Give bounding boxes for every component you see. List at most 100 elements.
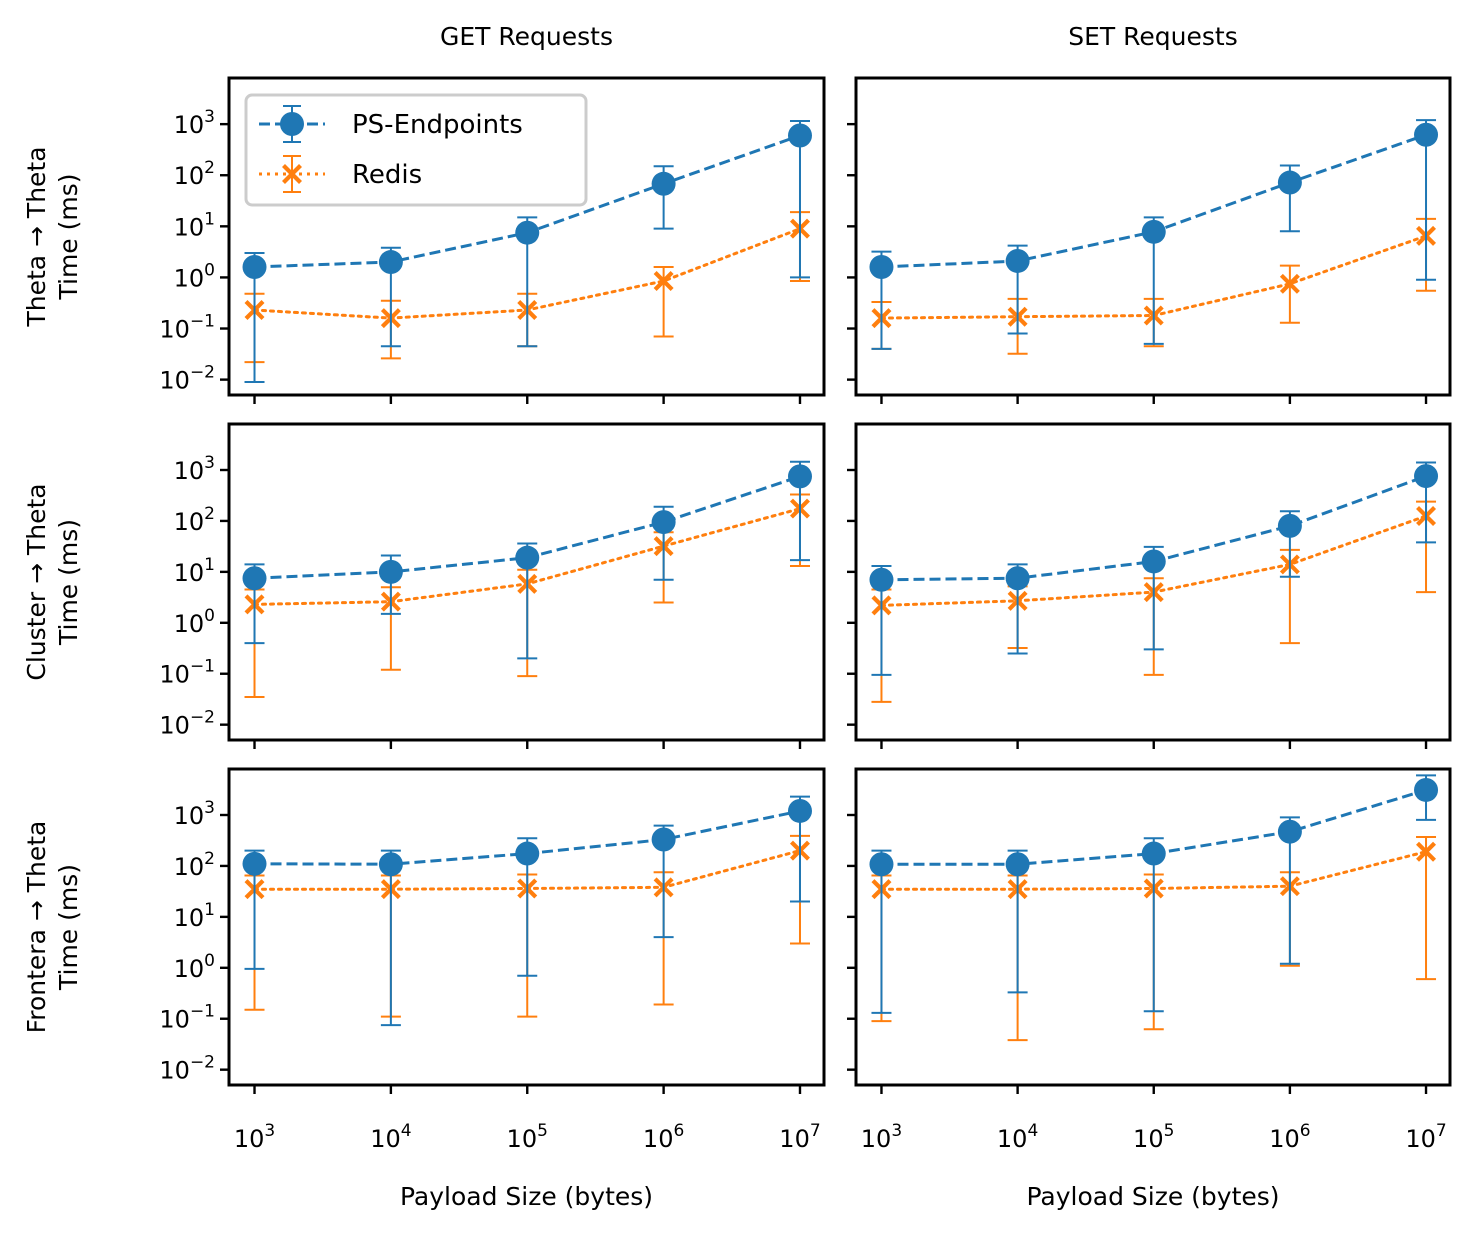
tick-base: 10: [174, 264, 205, 292]
y-tick-label: 102: [174, 158, 215, 190]
series-ps-endpoints: [869, 119, 1439, 350]
panel-frame: [854, 767, 1452, 1087]
data-point: [1414, 464, 1439, 489]
tick-exponent: 7: [1436, 1121, 1447, 1141]
panel-frame: [227, 422, 826, 742]
panel-frame: [227, 767, 826, 1087]
panel-2-1: 103 104 105 106 107: [847, 767, 1452, 1153]
data-point: [515, 220, 540, 245]
legend-item: PS-Endpoints: [259, 105, 523, 143]
data-point: [1141, 549, 1166, 574]
tick-base: 10: [174, 213, 205, 241]
data-point: [1005, 852, 1030, 877]
series-ps-endpoints: [242, 795, 812, 1027]
series-ps-endpoints: [242, 460, 812, 660]
tick-base: 10: [174, 904, 205, 932]
data-point: [515, 841, 540, 866]
y-tick-label: 103: [174, 798, 215, 830]
data-point: [242, 851, 267, 876]
tick-exponent: 1: [204, 900, 215, 920]
tick-exponent: 4: [1027, 1121, 1038, 1141]
series-ps-endpoints: [869, 461, 1439, 676]
column-title: GET Requests: [440, 22, 613, 51]
tick-exponent: −2: [190, 708, 215, 728]
y-tick-label: 100: [174, 606, 215, 638]
x-tick-label: 104: [997, 1121, 1038, 1153]
tick-exponent: −1: [190, 1002, 215, 1022]
tick-base: 10: [174, 802, 205, 830]
plot-area: [869, 461, 1439, 703]
data-point: [869, 254, 894, 279]
column-title: SET Requests: [1068, 22, 1237, 51]
data-point: [378, 852, 403, 877]
tick-exponent: 0: [204, 260, 215, 280]
tick-base: 10: [779, 1125, 810, 1153]
tick-base: 10: [174, 610, 205, 638]
data-point: [242, 254, 267, 279]
tick-base: 10: [370, 1125, 401, 1153]
panel-frame: [227, 76, 826, 397]
data-point: [1005, 248, 1030, 273]
data-point: [787, 798, 812, 823]
data-point: [1005, 566, 1030, 591]
y-tick-label: 100: [174, 260, 215, 292]
data-point: [1277, 819, 1302, 844]
data-point: [1416, 841, 1437, 862]
data-point: [1414, 122, 1439, 147]
y-tick-label: 101: [174, 209, 215, 241]
y-tick-label: 10−2: [159, 363, 215, 395]
x-tick-label: 106: [1269, 1121, 1310, 1153]
row-ylabel: Frontera → Theta Time (ms): [22, 821, 83, 1034]
data-point: [1414, 777, 1439, 802]
x-tick-label: 104: [370, 1121, 411, 1153]
tick-exponent: −2: [190, 1053, 215, 1073]
data-point: [1141, 841, 1166, 866]
tick-base: 10: [643, 1125, 674, 1153]
tick-base: 10: [174, 162, 205, 190]
tick-exponent: 5: [537, 1121, 548, 1141]
y-tick-label: 103: [174, 107, 215, 139]
tick-base: 10: [159, 661, 190, 689]
panel-1-1: [847, 422, 1452, 749]
tick-base: 10: [159, 367, 190, 395]
data-point: [1277, 513, 1302, 538]
data-point: [378, 559, 403, 584]
panel-0-1: [847, 76, 1452, 404]
tick-exponent: 2: [204, 158, 215, 178]
data-point: [242, 566, 267, 591]
tick-exponent: 6: [1300, 1121, 1311, 1141]
tick-exponent: 4: [401, 1121, 412, 1141]
tick-base: 10: [174, 559, 205, 587]
tick-exponent: 0: [204, 606, 215, 626]
panel-frame: [854, 76, 1452, 397]
tick-exponent: 3: [204, 107, 215, 127]
y-tick-label: 103: [174, 453, 215, 485]
tick-base: 10: [1133, 1125, 1164, 1153]
x-tick-label: 107: [779, 1121, 820, 1153]
tick-base: 10: [1269, 1125, 1300, 1153]
tick-exponent: 2: [204, 849, 215, 869]
data-point: [787, 464, 812, 489]
legend-marker: [280, 112, 304, 136]
tick-exponent: 3: [891, 1121, 902, 1141]
row-ylabel: Theta → Theta Time (ms): [22, 146, 83, 327]
row-ylabel: Cluster → Theta Time (ms): [22, 483, 83, 680]
tick-exponent: 6: [673, 1121, 684, 1141]
ylabel-line: Time (ms): [54, 519, 83, 646]
tick-exponent: 0: [204, 951, 215, 971]
y-tick-label: 101: [174, 900, 215, 932]
tick-base: 10: [1405, 1125, 1436, 1153]
y-tick-label: 100: [174, 951, 215, 983]
tick-base: 10: [159, 1057, 190, 1085]
data-point: [651, 510, 676, 535]
ylabel-line: Time (ms): [54, 173, 83, 300]
tick-base: 10: [174, 111, 205, 139]
tick-exponent: 2: [204, 504, 215, 524]
tick-exponent: −2: [190, 363, 215, 383]
series-ps-endpoints: [242, 120, 812, 383]
tick-exponent: −1: [190, 657, 215, 677]
data-point: [515, 545, 540, 570]
tick-exponent: 3: [264, 1121, 275, 1141]
